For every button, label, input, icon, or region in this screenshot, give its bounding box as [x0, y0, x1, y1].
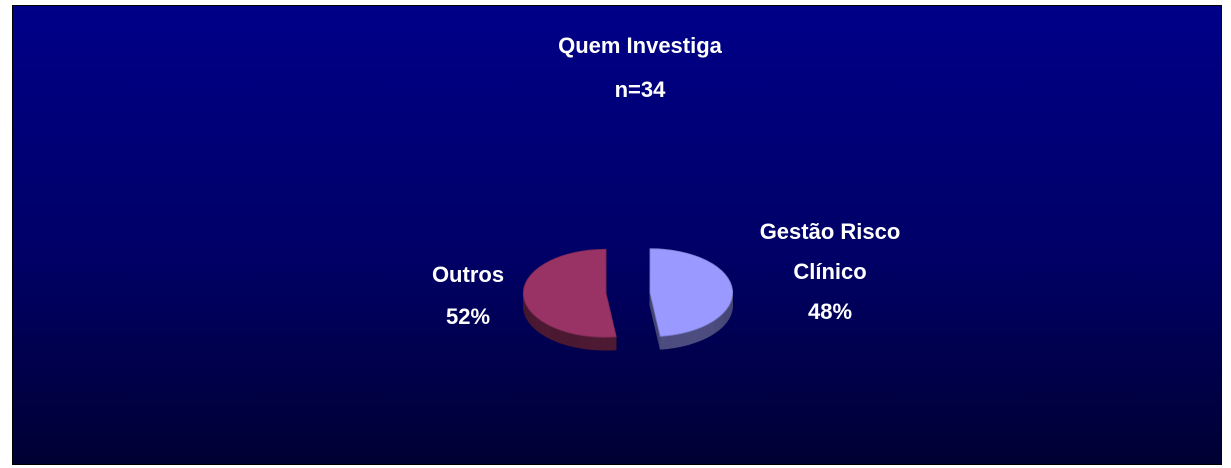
pie-slice — [649, 248, 734, 337]
slice-value-label: 48% — [807, 299, 853, 324]
slice-value-label: 52% — [445, 304, 491, 329]
chart-area — [12, 5, 1222, 465]
slice-label: Outros — [431, 262, 505, 287]
chart-title: Quem Investiga — [558, 33, 722, 58]
slice-label: Gestão Risco Clínico — [759, 219, 901, 284]
chart-subtitle: n=34 — [614, 77, 666, 102]
pie-slice — [522, 248, 617, 338]
